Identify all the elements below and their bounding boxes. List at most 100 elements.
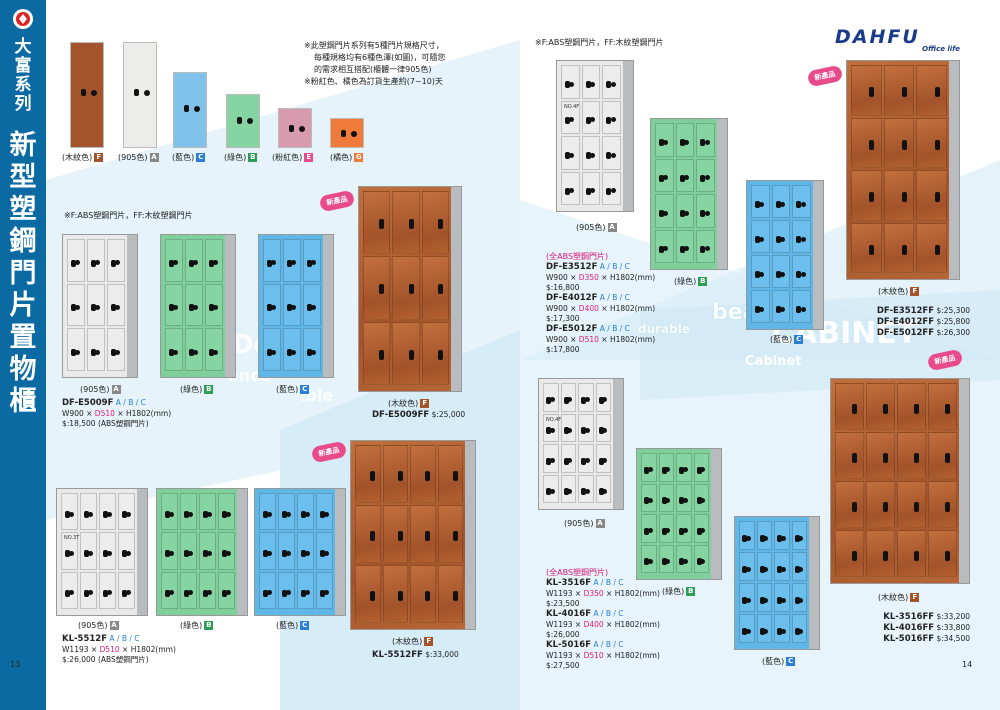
locker-door <box>263 328 281 371</box>
locker-door <box>161 532 178 570</box>
knob-icon <box>610 117 616 123</box>
lock-icon <box>300 550 306 558</box>
locker-door <box>410 445 436 503</box>
knob-icon <box>589 117 595 123</box>
knob-icon <box>125 550 131 556</box>
locker-door <box>602 65 621 99</box>
knob-icon <box>567 427 573 433</box>
knob-icon <box>106 511 112 517</box>
knob-icon <box>704 139 710 145</box>
knob-icon <box>704 246 710 252</box>
caption-kl5512-905: (905色) A <box>78 621 119 630</box>
lock-icon <box>598 396 604 404</box>
lock-icon <box>188 259 194 267</box>
knob-icon <box>780 597 786 603</box>
locker-door <box>421 191 449 255</box>
locker-door <box>278 571 295 609</box>
lock-icon <box>425 470 431 481</box>
locker-door <box>897 530 926 577</box>
knob-icon <box>745 597 751 603</box>
swatch-wood-door <box>70 42 104 148</box>
locker-door <box>928 481 957 528</box>
knob-icon <box>780 566 786 572</box>
knob-icon <box>168 511 174 517</box>
logo-name: DAHFU <box>835 26 920 48</box>
lock-icon <box>852 452 858 463</box>
locker-door <box>675 158 695 192</box>
lock-icon <box>563 457 569 465</box>
locker-door <box>771 255 791 288</box>
locker-door <box>578 474 594 503</box>
knob-icon <box>95 304 101 310</box>
locker-door <box>303 328 321 371</box>
locker-door <box>118 493 135 531</box>
lock-icon <box>425 590 431 601</box>
cabinet-df-e-ff-wood <box>846 60 960 280</box>
locker-door <box>641 544 657 573</box>
caption-kl5512-wood: (木紋色) F <box>392 636 434 647</box>
lock-icon <box>425 530 431 541</box>
lock-icon <box>379 284 385 295</box>
knob-icon <box>569 188 575 194</box>
locker-door <box>756 521 772 550</box>
lock-icon <box>102 550 108 558</box>
lock-icon <box>70 304 76 312</box>
locker-door <box>161 571 178 609</box>
caption-dfe-wood: (木紋色) F <box>878 286 920 297</box>
locker-door <box>602 136 621 170</box>
cabinet-kl-905: NO.4F <box>538 378 624 510</box>
lock-icon <box>598 488 604 496</box>
lock-icon <box>606 81 612 89</box>
lock-icon <box>221 589 227 597</box>
lock-icon <box>286 259 292 267</box>
locker-door <box>595 444 611 473</box>
door-legend-left: ※F:ABS塑鋼門片，FF:木紋塑鋼門片 <box>64 211 193 220</box>
knob-icon <box>584 488 590 494</box>
cabinet-kl-blue <box>734 516 820 650</box>
lock-icon <box>585 187 591 195</box>
knob-icon <box>567 488 573 494</box>
lock-icon <box>777 534 783 542</box>
locker-door <box>543 383 559 412</box>
new-product-badge: 新產品 <box>318 189 356 213</box>
lock-icon <box>564 152 570 160</box>
locker-door <box>693 514 709 543</box>
lock-icon <box>70 259 76 267</box>
locker-door <box>581 100 601 134</box>
lock-icon <box>83 550 89 558</box>
locker-door <box>278 493 295 531</box>
cabinet-side-panel <box>711 449 721 579</box>
knob-icon <box>549 488 555 494</box>
lock-icon <box>644 466 650 474</box>
lock-icon <box>934 139 940 150</box>
locker-door <box>118 571 135 609</box>
locker-door <box>560 383 576 412</box>
lock-icon <box>679 497 685 505</box>
lock-icon <box>319 589 325 597</box>
knob-icon <box>683 210 689 216</box>
swatch-caption-wood: (木紋色) F <box>62 152 104 163</box>
knob-icon <box>115 349 121 355</box>
locker-door <box>363 191 391 255</box>
knob-icon <box>285 590 291 596</box>
locker-door <box>218 532 235 570</box>
new-product-badge: 新產品 <box>806 64 844 88</box>
locker-door <box>165 239 183 282</box>
locker-door <box>851 65 882 116</box>
locker-door <box>792 220 811 253</box>
lock-icon <box>901 139 907 150</box>
locker-door <box>355 445 381 503</box>
lock-icon <box>869 87 875 98</box>
locker-door <box>437 565 463 623</box>
lock-icon <box>883 501 889 512</box>
lock-icon <box>661 527 667 535</box>
lock-icon <box>934 87 940 98</box>
lock-icon <box>208 348 214 356</box>
lock-icon <box>83 589 89 597</box>
page-vertical-title: 新型塑鋼門片置物櫃 <box>9 130 37 417</box>
lock-icon <box>581 457 587 465</box>
lock-icon <box>606 152 612 160</box>
swatch-caption-green: (綠色) B <box>224 153 258 162</box>
lock-icon <box>661 558 667 566</box>
caption-dfe-green: (綠色) B <box>674 277 708 286</box>
